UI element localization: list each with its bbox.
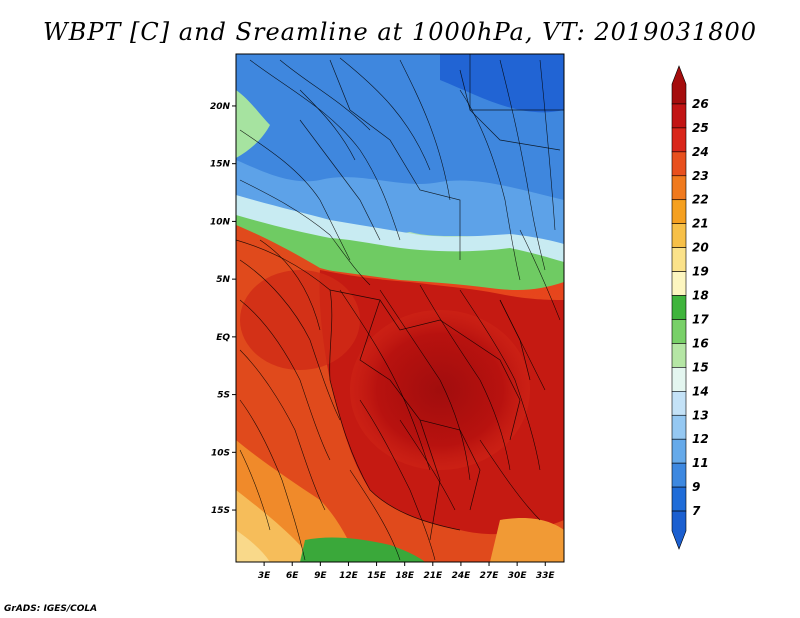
colorbar-label: 12: [692, 432, 709, 446]
colorbar-label: 25: [692, 121, 709, 135]
colorbar-label: 20: [692, 241, 709, 255]
colorbar-label: 19: [692, 265, 709, 279]
colorbar-label: 17: [692, 312, 709, 326]
colorbar-label: 26: [692, 97, 709, 111]
lat-tick-label: 5S: [217, 391, 230, 401]
colorbar-label: 7: [692, 504, 701, 518]
map-frame: [235, 53, 565, 563]
map-title: WBPT [C] and Sreamline at 1000hPa, VT: 2…: [42, 18, 758, 46]
lat-tick-label: 10N: [210, 217, 231, 227]
colorbar-label: 21: [692, 217, 709, 231]
lon-tick-label: 3E: [258, 571, 271, 581]
colorbar-segment: [671, 486, 687, 512]
colorbar-segment: [671, 343, 687, 368]
colorbar-label: 14: [692, 384, 709, 398]
lat-tick-label: 15N: [210, 160, 231, 170]
lat-tick-label: 5N: [216, 275, 230, 285]
colorbar-segment: [671, 319, 687, 344]
colorbar-segment: [671, 510, 687, 550]
colorbar-segment: [671, 247, 687, 272]
colorbar-label: 22: [692, 193, 709, 207]
colorbar-label: 15: [692, 360, 709, 374]
colorbar-label: 16: [692, 336, 709, 350]
lon-tick-label: 24E: [452, 571, 472, 581]
latitude-axis: 20N 15N 10N 5N EQ 5S 10S 15S: [210, 102, 236, 516]
country-borders: [236, 54, 564, 541]
lon-tick-label: 15E: [367, 571, 387, 581]
colorbar-segment: [671, 367, 687, 392]
colorbar-segment: [671, 127, 687, 153]
lon-tick-label: 12E: [339, 571, 359, 581]
lat-tick-label: 10S: [211, 448, 230, 458]
lon-tick-label: 27E: [480, 571, 500, 581]
colorbar-segment: [671, 414, 687, 440]
lon-tick-label: 21E: [423, 571, 443, 581]
lon-tick-label: 9E: [314, 571, 327, 581]
colorbar: 26 25 24 23 22 21 20 19 18 17 16 15 14 13 12 11 9 7: [671, 65, 709, 550]
colorbar-label: 24: [692, 145, 709, 159]
colorbar-segment: [671, 271, 687, 296]
grads-credit: GrADS: IGES/COLA: [4, 604, 98, 614]
colorbar-label: 9: [692, 480, 700, 494]
longitude-axis: 3E 6E 9E 12E 15E 18E 21E 24E 27E 30E 33E: [258, 562, 556, 581]
colorbar-label: 23: [692, 169, 709, 183]
colorbar-segment: [671, 223, 687, 248]
lon-tick-label: 18E: [395, 571, 415, 581]
lat-tick-label: 20N: [210, 102, 231, 112]
colorbar-segment: [671, 103, 687, 129]
colorbar-segment: [671, 295, 687, 320]
colorbar-segment: [671, 151, 687, 177]
temperature-field: [236, 54, 564, 562]
colorbar-segment: [671, 438, 687, 464]
lat-tick-label: EQ: [216, 333, 230, 343]
streamlines: [239, 57, 561, 561]
colorbar-segment: [671, 391, 687, 416]
colorbar-segment: [671, 199, 687, 224]
lon-tick-label: 30E: [508, 571, 528, 581]
lat-tick-label: 15S: [211, 506, 230, 516]
colorbar-segment: [671, 65, 687, 105]
lon-tick-label: 33E: [536, 571, 556, 581]
colorbar-segment: [671, 462, 687, 488]
colorbar-segment: [671, 175, 687, 201]
colorbar-label: 18: [692, 289, 709, 303]
colorbar-label: 11: [692, 456, 709, 470]
lon-tick-label: 6E: [286, 571, 299, 581]
colorbar-label: 13: [692, 408, 709, 422]
